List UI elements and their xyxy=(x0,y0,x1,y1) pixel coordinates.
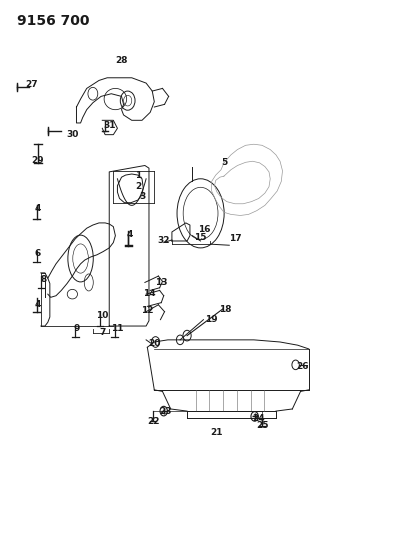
Text: 31: 31 xyxy=(103,121,115,130)
Text: 19: 19 xyxy=(206,315,218,324)
Text: 11: 11 xyxy=(111,324,124,333)
Circle shape xyxy=(151,337,159,348)
Circle shape xyxy=(176,335,184,345)
Text: 2: 2 xyxy=(135,182,141,191)
Text: 21: 21 xyxy=(211,428,223,437)
Text: 18: 18 xyxy=(219,304,231,313)
Text: 7: 7 xyxy=(99,328,106,337)
Text: 32: 32 xyxy=(157,237,170,246)
Text: 16: 16 xyxy=(199,225,211,234)
Text: 28: 28 xyxy=(115,56,128,64)
Text: 29: 29 xyxy=(31,156,44,165)
Circle shape xyxy=(183,330,191,341)
Text: 22: 22 xyxy=(147,417,159,426)
Text: 9: 9 xyxy=(73,324,80,333)
Text: 9156 700: 9156 700 xyxy=(17,14,90,28)
Text: 1: 1 xyxy=(135,171,141,180)
Text: 14: 14 xyxy=(143,288,155,297)
Text: 10: 10 xyxy=(96,311,109,320)
Text: 25: 25 xyxy=(256,422,268,431)
Text: 17: 17 xyxy=(229,235,241,244)
Text: 4: 4 xyxy=(127,230,133,239)
Text: 5: 5 xyxy=(221,158,227,167)
Text: 4: 4 xyxy=(35,204,41,213)
Text: 26: 26 xyxy=(297,362,309,371)
Circle shape xyxy=(292,360,299,369)
Text: 15: 15 xyxy=(194,233,207,242)
Text: 4: 4 xyxy=(35,300,41,309)
Text: 24: 24 xyxy=(252,414,265,423)
Text: 12: 12 xyxy=(141,305,154,314)
Text: 20: 20 xyxy=(148,339,160,348)
Text: 3: 3 xyxy=(139,192,145,201)
Text: 13: 13 xyxy=(155,278,168,287)
Text: 8: 8 xyxy=(41,274,47,284)
Text: 27: 27 xyxy=(25,80,38,89)
Text: 23: 23 xyxy=(159,407,172,416)
Text: 6: 6 xyxy=(35,249,41,259)
Text: 30: 30 xyxy=(66,130,79,139)
